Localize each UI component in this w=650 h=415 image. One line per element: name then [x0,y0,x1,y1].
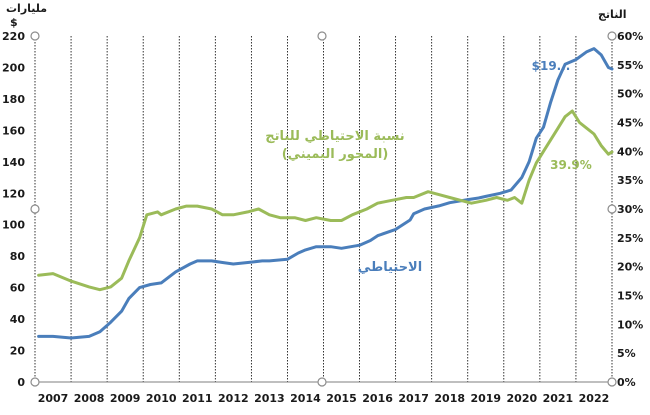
x-tick-label: 2017 [398,392,429,405]
right-y-tick-label: 10% [617,318,643,331]
selection-handles [30,31,617,387]
left-y-tick-label: 20 [10,345,26,358]
x-tick-label: 2015 [326,392,357,405]
x-tick-label: 2016 [362,392,393,405]
reserve-end-label: $19... [532,59,571,73]
right-axis-title: الناتج [598,8,627,21]
right-y-tick-label: 50% [617,88,643,101]
selection-handle [30,377,40,387]
selection-handle [607,204,617,214]
left-y-tick-label: 80 [10,250,26,263]
grid-lines [34,36,613,382]
ratio-end-label: 39.9% [550,158,592,172]
selection-handle [317,31,327,41]
left-y-tick-label: 100 [2,219,25,232]
x-tick-label: 2014 [290,392,321,405]
left-y-tick-label: 140 [2,156,25,169]
left-y-tick-label: 180 [2,93,25,106]
left-y-tick-label: 40 [10,313,26,326]
right-y-tick-label: 20% [617,261,643,274]
ratio-series-line [37,109,614,292]
left-y-tick-label: 120 [2,187,25,200]
x-tick-label: 2021 [543,392,574,405]
left-y-tick-label: 60 [10,282,26,295]
left-axis-unit: $ [10,16,18,29]
selection-handle [607,377,617,387]
right-y-tick-label: 45% [617,117,643,130]
right-y-tick-label: 25% [617,232,643,245]
x-tick-label: 2011 [182,392,213,405]
x-tick-label: 2010 [146,392,177,405]
x-tick-label: 2019 [470,392,501,405]
right-y-tick-label: 60% [617,30,643,43]
x-tick-label: 2013 [254,392,285,405]
selection-handle [30,31,40,41]
left-y-tick-label: 0 [17,376,25,389]
x-tick-label: 2012 [218,392,249,405]
series-lines [37,47,614,340]
x-tick-label: 2009 [110,392,141,405]
right-y-tick-label: 15% [617,290,643,303]
x-tick-label: 2018 [434,392,465,405]
left-y-tick-label: 220 [2,30,25,43]
ratio-series-axis-note: (المحور اليميني) [282,147,389,162]
left-axis-title: مليارات [6,2,47,15]
selection-handle [317,377,327,387]
reserve-series-line [37,47,614,340]
right-y-tick-label: 35% [617,174,643,187]
selection-handle [30,204,40,214]
right-y-tick-label: 5% [617,347,636,360]
ratio-series-label: نسبة الاحتياطي للناتج [265,129,404,144]
left-y-tick-label: 160 [2,124,25,137]
right-y-tick-label: 55% [617,59,643,72]
right-y-tick-label: 40% [617,145,643,158]
right-y-tick-label: 30% [617,203,643,216]
x-tick-label: 2022 [579,392,610,405]
x-tick-label: 2008 [74,392,105,405]
left-y-tick-label: 200 [2,61,25,74]
x-tick-label: 2007 [38,392,69,405]
reserve-series-label: الاحتياطي [358,260,422,275]
selection-handle [607,31,617,41]
right-y-tick-label: 0% [617,376,636,389]
x-tick-label: 2020 [507,392,538,405]
